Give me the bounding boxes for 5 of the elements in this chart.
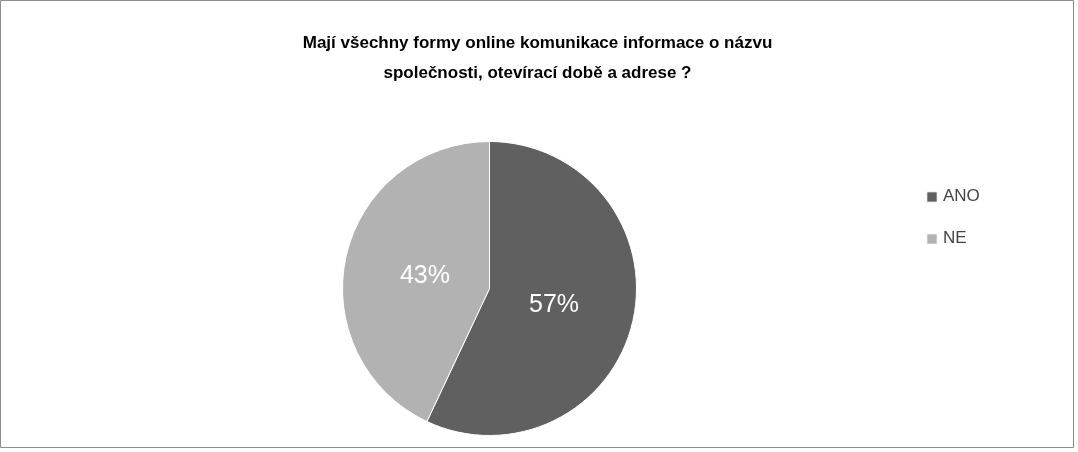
data-label: 43% [399, 260, 450, 289]
chart-title: Mají všechny formy online komunikace informace o názvu společnosti, otevírací době a adrese ? [302, 33, 773, 82]
legend-label: ANO [943, 186, 980, 206]
data-label: 57% [529, 288, 580, 317]
legend-label: NE [943, 228, 967, 248]
